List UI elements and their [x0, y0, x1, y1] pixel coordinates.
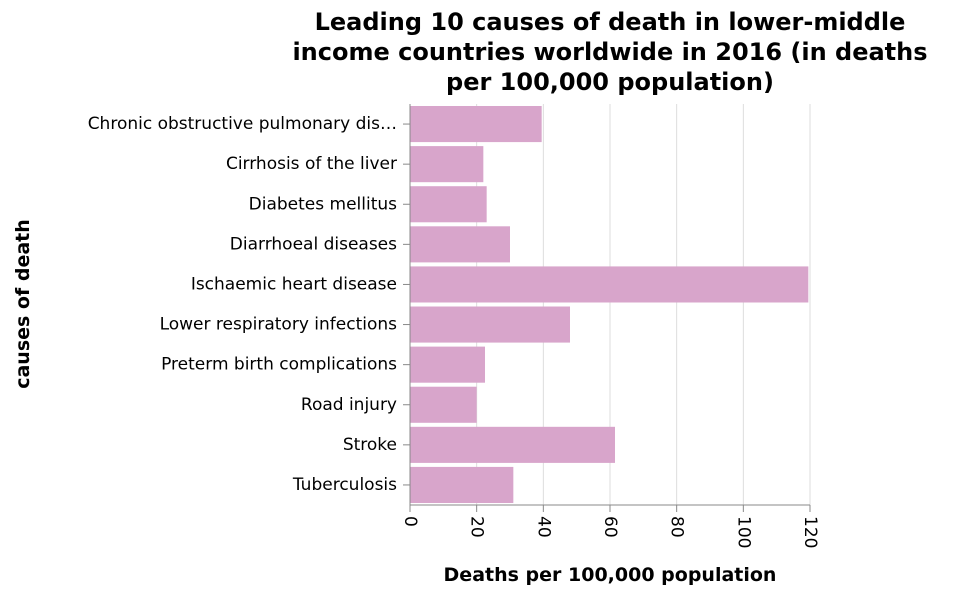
bar-2 — [410, 186, 487, 223]
y-tick-label-7: Road injury — [301, 395, 397, 415]
bar-4 — [410, 266, 809, 303]
y-tick-label-3: Diarrhoeal diseases — [230, 234, 397, 254]
x-tick-label-40: 40 — [533, 516, 553, 538]
bar-0 — [410, 106, 542, 143]
chart-title-line-1: Leading 10 causes of death in lower-midd… — [315, 8, 906, 36]
bar-7 — [410, 386, 477, 423]
bar-5 — [410, 306, 570, 343]
chart-title-line-2: income countries worldwide in 2016 (in d… — [292, 38, 927, 66]
y-tick-label-5: Lower respiratory infections — [160, 315, 398, 335]
x-tick-label-0: 0 — [400, 516, 420, 527]
bar-6 — [410, 346, 485, 383]
chart-title: Leading 10 causes of death in lower-midd… — [292, 8, 927, 96]
x-tick-label-120: 120 — [800, 516, 820, 548]
x-tick-label-20: 20 — [467, 516, 487, 538]
bar-8 — [410, 426, 615, 463]
axes: Chronic obstructive pulmonary dis… Cirrho… — [88, 104, 820, 548]
y-tick-label-6: Preterm birth complications — [161, 355, 397, 375]
y-tick-label-8: Stroke — [343, 435, 397, 455]
x-tick-label-100: 100 — [733, 516, 753, 548]
y-tick-label-0: Chronic obstructive pulmonary dis… — [88, 114, 397, 134]
y-tick-label-4: Ischaemic heart disease — [191, 274, 397, 294]
x-axis-title: Deaths per 100,000 population — [444, 564, 777, 586]
y-axis-title: causes of death — [12, 219, 34, 389]
chart-title-line-3: per 100,000 population) — [446, 68, 774, 96]
bars — [410, 106, 809, 503]
bar-3 — [410, 226, 510, 263]
x-tick-label-60: 60 — [600, 516, 620, 538]
x-tick-label-80: 80 — [667, 516, 687, 538]
y-tick-label-2: Diabetes mellitus — [249, 194, 397, 214]
bar-1 — [410, 146, 484, 183]
y-tick-label-9: Tuberculosis — [292, 475, 397, 495]
y-tick-label-1: Cirrhosis of the liver — [226, 154, 397, 174]
bar-9 — [410, 466, 514, 503]
